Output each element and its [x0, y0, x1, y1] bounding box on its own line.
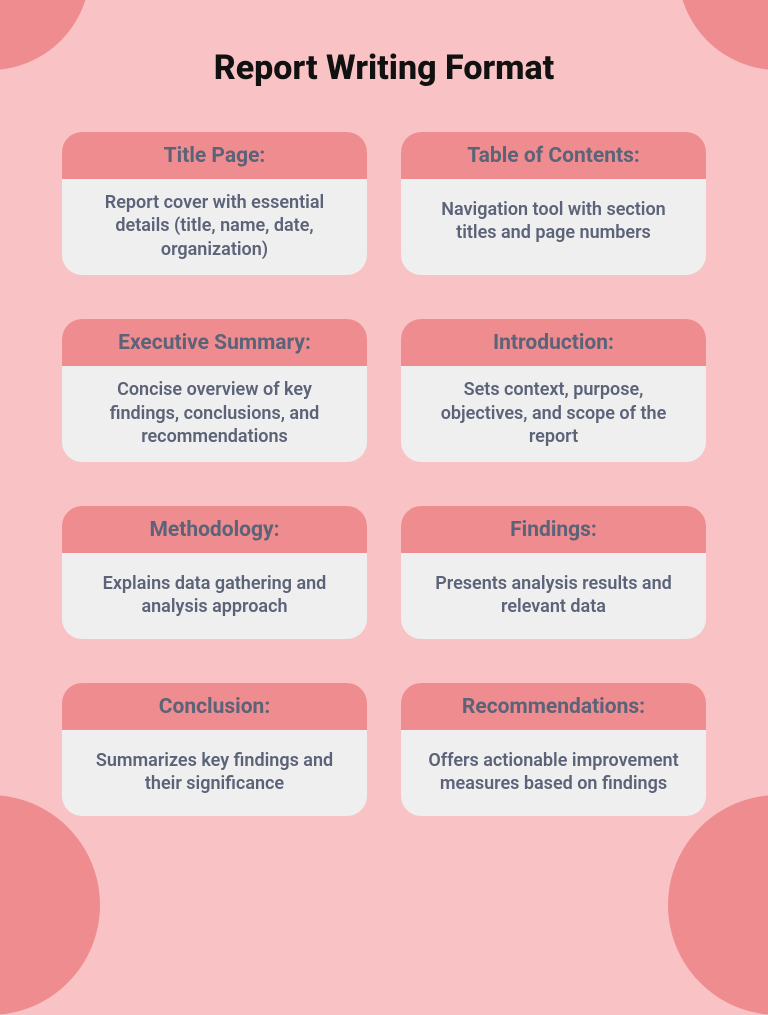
card-body: Navigation tool with section titles and …	[401, 179, 706, 265]
card-header: Executive Summary:	[62, 319, 367, 366]
infographic-container: Report Writing Format Title Page: Report…	[0, 0, 768, 855]
card-recommendations: Recommendations: Offers actionable impro…	[401, 683, 706, 816]
card-table-of-contents: Table of Contents: Navigation tool with …	[401, 132, 706, 275]
card-header: Recommendations:	[401, 683, 706, 730]
card-findings: Findings: Presents analysis results and …	[401, 506, 706, 639]
card-introduction: Introduction: Sets context, purpose, obj…	[401, 319, 706, 462]
card-body: Summarizes key findings and their signif…	[62, 730, 367, 816]
card-header: Methodology:	[62, 506, 367, 553]
card-body: Sets context, purpose, objectives, and s…	[401, 366, 706, 462]
page-title: Report Writing Format	[62, 48, 706, 88]
card-title-page: Title Page: Report cover with essential …	[62, 132, 367, 275]
card-body: Concise overview of key findings, conclu…	[62, 366, 367, 462]
card-header: Title Page:	[62, 132, 367, 179]
card-body: Presents analysis results and relevant d…	[401, 553, 706, 639]
card-methodology: Methodology: Explains data gathering and…	[62, 506, 367, 639]
card-body: Offers actionable improvement measures b…	[401, 730, 706, 816]
card-conclusion: Conclusion: Summarizes key findings and …	[62, 683, 367, 816]
card-header: Findings:	[401, 506, 706, 553]
card-body: Report cover with essential details (tit…	[62, 179, 367, 275]
card-executive-summary: Executive Summary: Concise overview of k…	[62, 319, 367, 462]
cards-grid: Title Page: Report cover with essential …	[62, 132, 706, 816]
card-header: Conclusion:	[62, 683, 367, 730]
card-header: Table of Contents:	[401, 132, 706, 179]
card-body: Explains data gathering and analysis app…	[62, 553, 367, 639]
card-header: Introduction:	[401, 319, 706, 366]
